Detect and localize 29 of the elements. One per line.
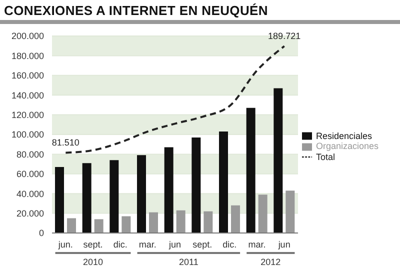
legend-label: Residenciales [316,130,372,141]
y-tick-label: 160.000 [11,70,44,81]
y-tick-label: 140.000 [11,90,44,100]
text: 2011 [178,257,198,267]
y-tick-label: 60.000 [16,169,44,180]
x-tick-label: mar. [138,239,156,250]
y-tick-label: 80.000 [16,149,44,160]
data-label: 189.721 [268,31,301,42]
chart-title: CONEXIONES A INTERNET EN NEUQUÉN [0,0,400,24]
y-tick-label: 40.000 [16,188,44,199]
y-tick-label: 100.000 [11,130,44,140]
x-tick-label: jun [277,239,290,250]
y-tick-label: 120.000 [11,110,44,120]
legend-label: Organizaciones [316,141,379,152]
y-tick-label: 0 [38,228,44,238]
text: 2010 [82,257,104,267]
x-tick-label: dic. [222,239,237,250]
x-tick-label: jun [168,239,182,250]
x-tick-label: dic. [113,239,128,250]
x-tick-label: mar. [248,239,266,250]
y-tick-label: 200.000 [11,31,44,42]
x-tick-label: sept. [83,239,103,250]
legend-label: Total [316,152,336,162]
x-tick-label: jun. [57,239,73,250]
text: 2012 [260,257,281,267]
y-tick-label: 180.000 [11,50,44,61]
data-label: 81.510 [52,138,80,148]
y-tick-label: 20.000 [16,208,44,218]
x-tick-label: sept. [192,239,212,250]
